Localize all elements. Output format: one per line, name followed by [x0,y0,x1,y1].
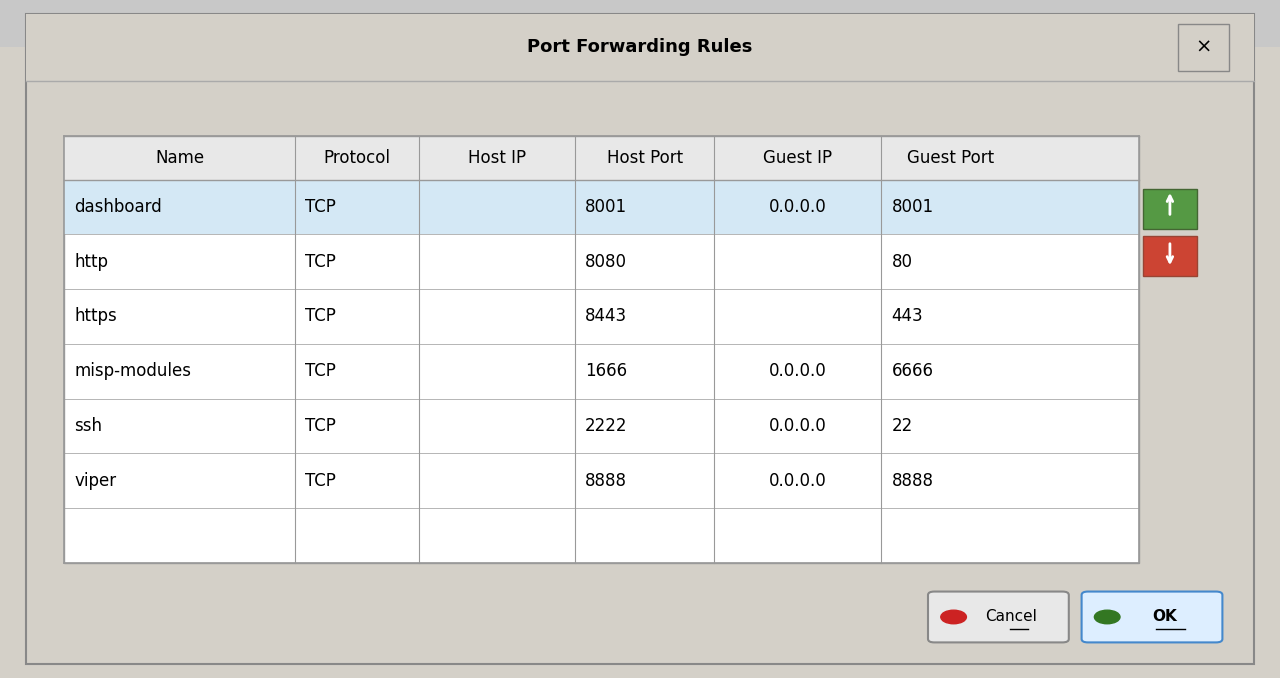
FancyBboxPatch shape [26,14,1254,664]
Circle shape [941,610,966,624]
FancyBboxPatch shape [64,180,1139,235]
Text: TCP: TCP [306,472,337,490]
Text: 2222: 2222 [585,417,627,435]
Text: 8080: 8080 [585,253,627,271]
FancyBboxPatch shape [1143,236,1197,276]
Text: TCP: TCP [306,417,337,435]
Text: Name: Name [155,148,204,167]
Text: 0.0.0.0: 0.0.0.0 [769,417,827,435]
Text: 1666: 1666 [585,362,627,380]
FancyBboxPatch shape [1178,24,1229,71]
FancyBboxPatch shape [1143,188,1197,228]
Circle shape [1094,610,1120,624]
FancyBboxPatch shape [0,0,1280,47]
Text: Network: Network [604,16,676,31]
Text: ×: × [1196,38,1211,57]
Text: Guest Port: Guest Port [908,148,995,167]
Text: TCP: TCP [306,253,337,271]
FancyBboxPatch shape [928,591,1069,643]
Text: 8888: 8888 [891,472,933,490]
Text: Guest IP: Guest IP [763,148,832,167]
FancyBboxPatch shape [64,136,1139,563]
Text: Port Forwarding Rules: Port Forwarding Rules [527,39,753,56]
Text: TCP: TCP [306,308,337,325]
Text: OK: OK [1152,610,1178,624]
FancyBboxPatch shape [26,14,1254,81]
Text: 8001: 8001 [891,198,933,216]
Text: Host IP: Host IP [467,148,526,167]
Text: 0.0.0.0: 0.0.0.0 [769,472,827,490]
Text: Host Port: Host Port [607,148,682,167]
Text: http: http [74,253,109,271]
Text: https: https [74,308,116,325]
Text: 8001: 8001 [585,198,627,216]
Text: TCP: TCP [306,198,337,216]
Text: 8443: 8443 [585,308,627,325]
Text: viper: viper [74,472,116,490]
Text: 443: 443 [891,308,923,325]
FancyBboxPatch shape [64,136,1139,180]
Text: TCP: TCP [306,362,337,380]
Text: Protocol: Protocol [324,148,390,167]
Text: 22: 22 [891,417,913,435]
FancyBboxPatch shape [1082,591,1222,643]
Text: misp-modules: misp-modules [74,362,191,380]
Text: 80: 80 [891,253,913,271]
Text: 0.0.0.0: 0.0.0.0 [769,362,827,380]
Text: dashboard: dashboard [74,198,163,216]
Text: 0.0.0.0: 0.0.0.0 [769,198,827,216]
Text: 8888: 8888 [585,472,627,490]
Text: Cancel: Cancel [986,610,1037,624]
Text: ssh: ssh [74,417,102,435]
Text: 6666: 6666 [891,362,933,380]
